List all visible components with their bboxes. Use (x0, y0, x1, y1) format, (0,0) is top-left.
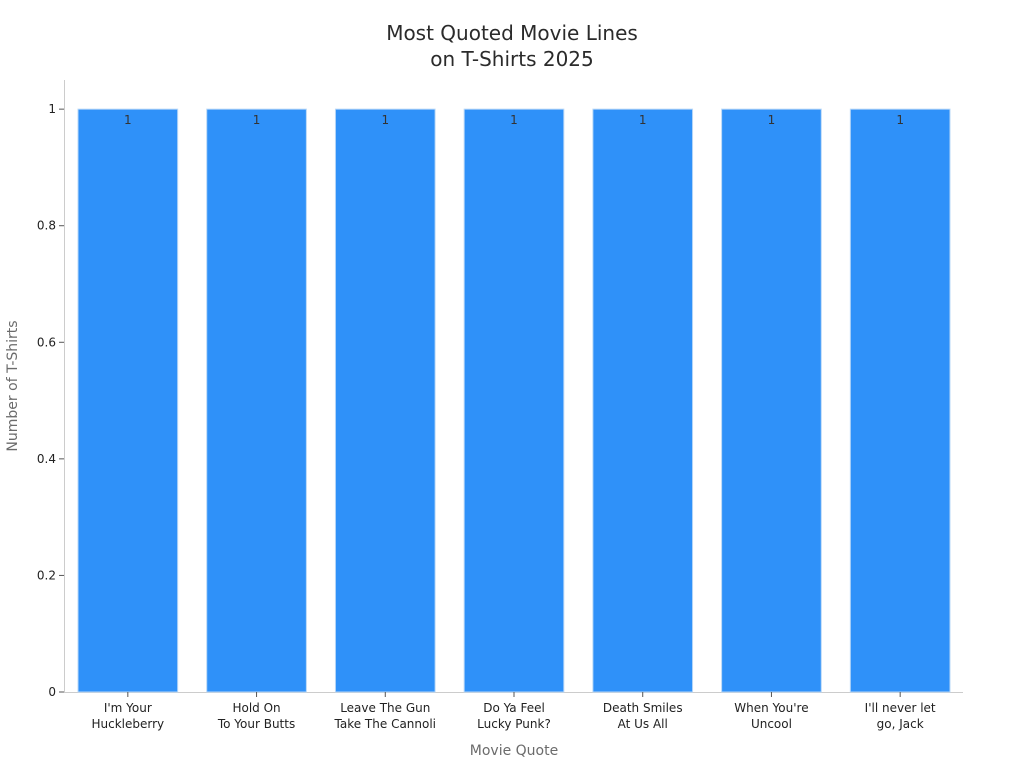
x-tick-label-line: When You're (734, 701, 808, 715)
y-axis-label: Number of T-Shirts (5, 320, 21, 451)
x-tick-label: When You're Uncool (734, 701, 808, 731)
x-tick-label-line: I'm Your (104, 701, 152, 715)
bar-data-label: 1 (896, 113, 904, 127)
y-tick-label: 1 (48, 102, 56, 116)
x-tick-label-line: Hold On (232, 701, 280, 715)
x-tick-label-line: Take The Cannoli (334, 717, 437, 731)
bar (77, 108, 179, 693)
data-labels: 1 1 1 1 1 1 1 (124, 113, 904, 127)
x-tick-label: Do Ya Feel Lucky Punk? (477, 701, 551, 731)
bar (592, 108, 694, 693)
bar (721, 108, 822, 693)
bars (77, 108, 951, 693)
y-tick-label: 0.8 (37, 219, 56, 233)
x-tick-label-line: Death Smiles (603, 701, 683, 715)
y-ticks: 0 0.2 0.4 0.6 0.8 1 (37, 102, 64, 699)
y-tick-label: 0.2 (37, 568, 56, 582)
x-tick-label-line: Huckleberry (92, 717, 165, 731)
x-tick-label: Hold On To Your Butts (217, 701, 295, 731)
y-tick-label: 0.4 (37, 452, 56, 466)
bar-data-label: 1 (124, 113, 132, 127)
bar-data-label: 1 (381, 113, 389, 127)
bar-data-label: 1 (639, 113, 647, 127)
x-tick-label-line: go, Jack (877, 717, 924, 731)
x-tick-label: I'm Your Huckleberry (92, 701, 165, 731)
x-tick-label-line: At Us All (618, 717, 668, 731)
x-tick-label-line: Uncool (751, 717, 792, 731)
x-tick-label-line: To Your Butts (217, 717, 295, 731)
y-tick-label: 0 (48, 685, 56, 699)
bar (463, 108, 565, 693)
bar (206, 108, 307, 693)
x-axis-label: Movie Quote (470, 743, 558, 759)
x-tick-label: Death Smiles At Us All (603, 701, 683, 731)
chart-title-line-2: on T-Shirts 2025 (430, 47, 594, 71)
x-tick-label-line: Leave The Gun (340, 701, 430, 715)
bar-data-label: 1 (253, 113, 261, 127)
y-tick-label: 0.6 (37, 335, 56, 349)
x-tick-label-line: Do Ya Feel (483, 701, 545, 715)
bar (849, 108, 951, 693)
x-tick-label: I'll never let go, Jack (865, 701, 936, 731)
bar-data-label: 1 (510, 113, 518, 127)
x-tick-label: Leave The Gun Take The Cannoli (334, 701, 437, 731)
chart-title-line-1: Most Quoted Movie Lines (386, 21, 638, 45)
x-ticks: I'm Your Huckleberry Hold On To Your Butts L… (92, 692, 936, 731)
x-tick-label-line: Lucky Punk? (477, 717, 551, 731)
x-tick-label-line: I'll never let (865, 701, 936, 715)
bar (334, 108, 436, 693)
bar-data-label: 1 (768, 113, 776, 127)
